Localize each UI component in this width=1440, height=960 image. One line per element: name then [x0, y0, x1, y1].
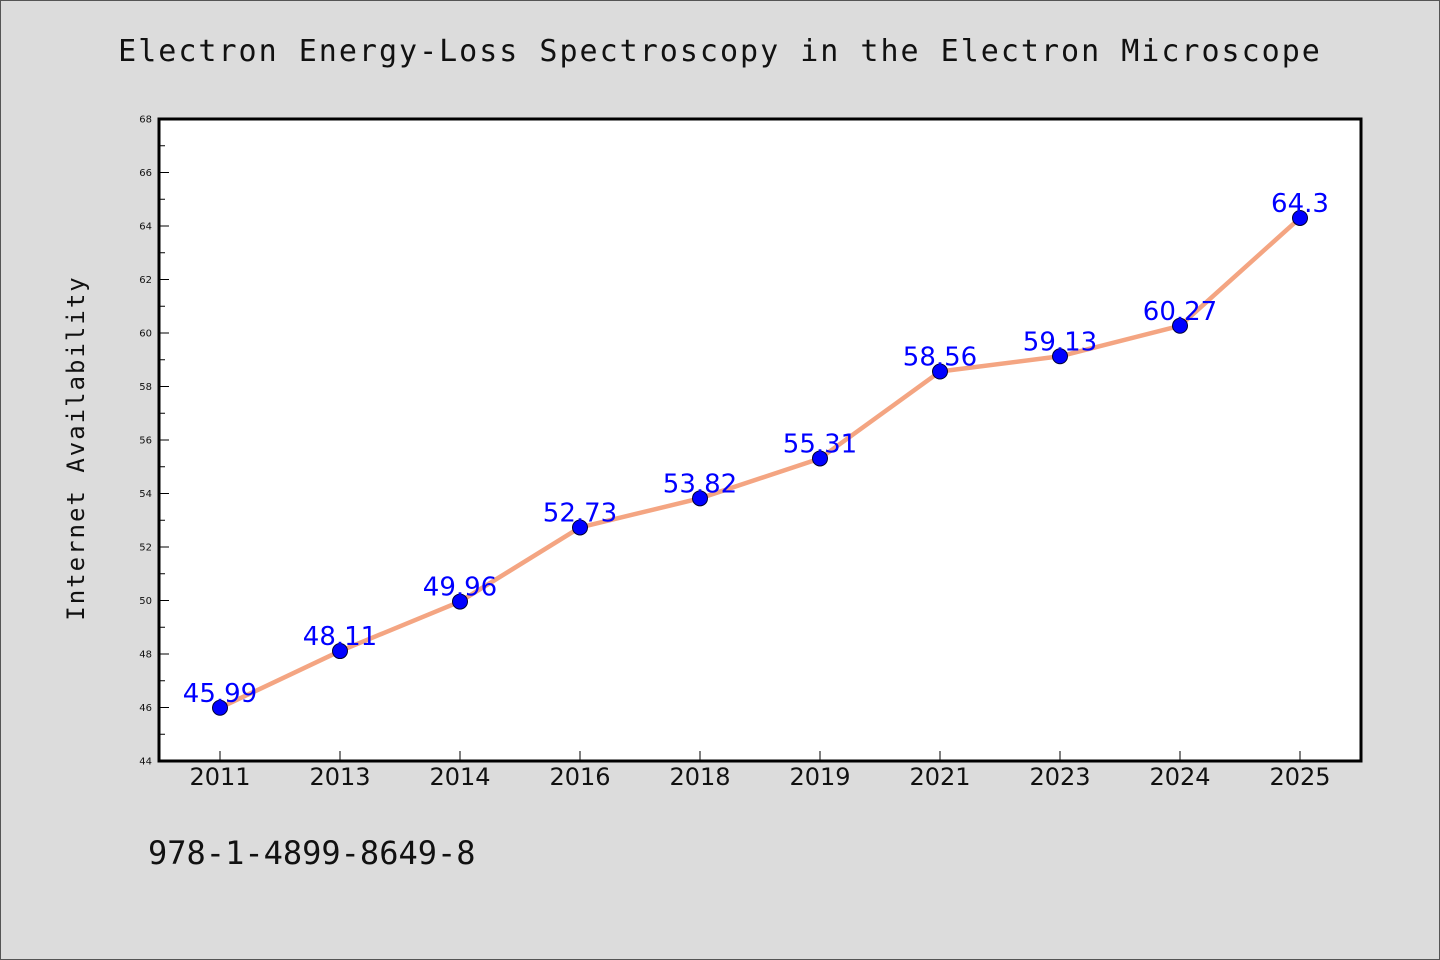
x-tick-label: 2019	[789, 763, 850, 791]
data-label: 59.13	[1023, 327, 1097, 357]
data-label: 58.56	[903, 343, 977, 373]
y-tick-label: 68	[139, 115, 152, 126]
chart-title: Electron Energy-Loss Spectroscopy in the…	[118, 34, 1322, 69]
data-label-group: 45.99 48.11 49.96 52.73 53.82 55.31 58.56 59.13…	[183, 189, 1329, 709]
x-tick-label: 2023	[1029, 763, 1090, 791]
x-axis: 2011 2013 2014 2016 2018 2019 2021 2023 2024 2025	[189, 751, 1331, 791]
data-label: 53.82	[663, 469, 737, 499]
y-tick-label: 56	[139, 436, 152, 447]
y-tick-label: 54	[139, 489, 152, 500]
data-label: 55.31	[783, 429, 857, 459]
x-tick-label: 2024	[1149, 763, 1210, 791]
y-tick-label: 52	[139, 543, 152, 554]
data-label: 48.11	[303, 622, 377, 652]
marker-group	[212, 209, 1308, 716]
data-point-marker	[1172, 317, 1188, 334]
isbn-text: 978-1-4899-8649-8	[148, 834, 476, 872]
data-label: 45.99	[183, 679, 257, 709]
y-tick-label: 60	[139, 329, 152, 340]
x-tick-label: 2018	[669, 763, 730, 791]
series-line	[217, 215, 1303, 711]
data-point-marker	[692, 490, 708, 507]
data-point-marker	[452, 593, 468, 610]
x-tick-label: 2011	[189, 763, 250, 791]
data-point-marker	[932, 363, 948, 380]
y-tick-label: 64	[139, 222, 152, 233]
x-tick-label: 2014	[429, 763, 490, 791]
x-tick-label: 2021	[909, 763, 970, 791]
y-tick-label: 46	[139, 703, 152, 714]
plot-area	[159, 119, 1361, 761]
x-tick-label: 2016	[549, 763, 610, 791]
data-point-marker	[812, 450, 828, 467]
x-tick-label: 2025	[1269, 763, 1330, 791]
data-point-marker	[332, 643, 348, 660]
series-line-group	[217, 215, 1303, 711]
x-tick-label: 2013	[309, 763, 370, 791]
y-tick-label: 48	[139, 650, 152, 661]
data-label: 49.96	[423, 573, 497, 603]
data-label: 60.27	[1143, 297, 1217, 327]
y-tick-label: 50	[139, 596, 152, 607]
data-point-marker	[1052, 348, 1068, 365]
y-tick-label: 66	[139, 168, 152, 179]
data-label: 64.3	[1271, 189, 1329, 219]
data-point-marker	[212, 699, 228, 716]
y-tick-label: 62	[139, 275, 152, 286]
plot-frame	[157, 117, 1363, 763]
y-tick-label: 58	[139, 382, 152, 393]
data-label: 52.73	[543, 498, 617, 528]
data-point-marker	[572, 519, 588, 536]
data-point-marker	[1292, 209, 1308, 226]
y-tick-label: 44	[139, 757, 152, 768]
